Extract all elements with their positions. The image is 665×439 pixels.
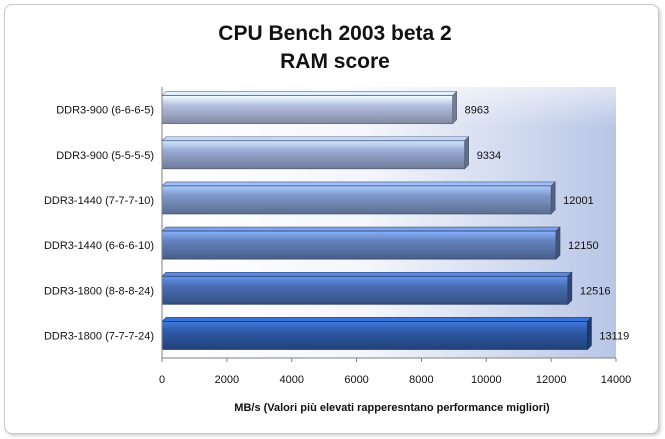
bar-4 [161,226,561,260]
bar-end-face [452,90,457,125]
bar-3 [161,181,556,215]
bar-end-face [464,136,469,170]
value-label: 13119 [599,330,629,342]
plot-area-highlight [162,87,616,358]
value-label: 12516 [580,285,611,297]
x-tick-label: 4000 [279,374,303,386]
chart-title-line-2: RAM score [280,50,390,73]
bar-end-face [555,226,561,260]
bar-top-face [161,226,561,232]
bar-top-face [161,271,573,277]
bar-2 [161,136,470,170]
category-label: DDR3-1440 (6-6-6-10) [44,240,154,252]
bar-front-face [161,275,569,305]
x-tick-label: 2000 [215,374,239,386]
chart-title: CPU Bench 2003 beta 2 RAM score [218,22,451,73]
category-label: DDR3-1800 (8-8-8-24) [44,285,154,297]
value-label: 8963 [465,105,489,117]
x-tick-label: 6000 [344,374,368,386]
bar-front-face [161,185,552,215]
category-label: DDR3-1440 (7-7-7-10) [44,195,154,207]
bar-end-face [587,316,592,351]
x-tick-label: 10000 [471,374,502,386]
category-label: DDR3-1800 (7-7-7-24) [44,330,154,342]
bar-6 [161,316,593,351]
value-label: 9334 [477,150,501,162]
x-axis-ticks: 0 2000 4000 6000 8000 10000 12000 14000 [159,358,631,386]
bar-top-face [161,91,458,96]
category-label: DDR3-900 (5-5-5-5) [56,150,154,162]
bar-top-face [161,136,470,142]
x-tick-label: 12000 [536,374,567,386]
bar-top-face [161,317,593,322]
bars-layer [161,90,593,351]
bar-1 [161,90,458,125]
value-label: 12150 [568,240,599,252]
bar-end-face [567,271,573,305]
bar-front-face [161,95,454,124]
x-tick-label: 14000 [601,374,632,386]
value-label: 12001 [563,195,594,207]
bar-front-face [161,140,466,170]
chart-title-line-1: CPU Bench 2003 beta 2 [218,22,451,45]
bar-5 [161,271,573,305]
x-tick-label: 8000 [409,374,433,386]
bar-front-face [161,321,588,350]
value-labels: 8963 9334 12001 12150 12516 13119 [465,105,630,343]
bar-end-face [550,181,556,215]
bar-front-face [161,230,557,260]
category-label: DDR3-900 (6-6-6-5) [56,105,154,117]
category-labels: DDR3-900 (6-6-6-5) DDR3-900 (5-5-5-5) DDR3… [44,105,154,343]
bar-top-face [161,181,556,187]
x-axis-title: MB/s (Valori più elevati rapperesntano p… [234,402,550,414]
x-tick-label: 0 [159,374,165,386]
